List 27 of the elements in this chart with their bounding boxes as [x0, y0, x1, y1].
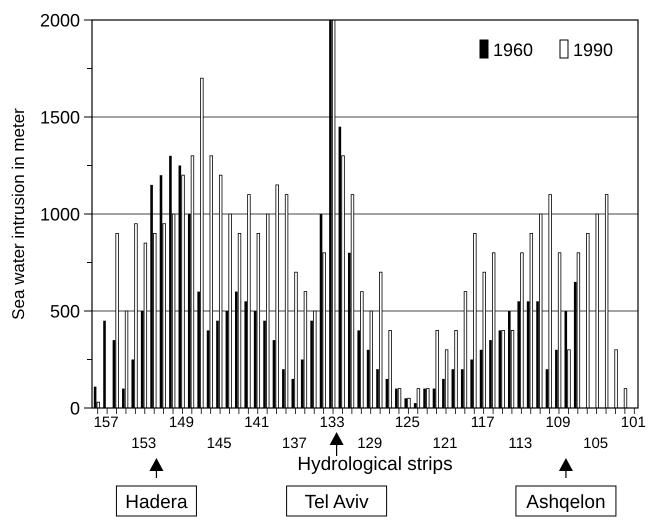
x-tick-label: 153	[131, 435, 156, 452]
x-tick-label: 149	[168, 414, 194, 431]
y-tick-label: 1500	[40, 107, 80, 128]
y-tick-label: 2000	[40, 10, 80, 30]
x-tick-label: 145	[206, 435, 232, 452]
x-tick-label: 125	[394, 414, 420, 431]
legend-label: 1960	[493, 40, 534, 60]
x-tick-label: 113	[508, 435, 532, 452]
x-tick-label: 157	[94, 414, 119, 431]
x-tick-label: 137	[282, 435, 307, 452]
y-tick-label: 0	[70, 398, 80, 418]
text: Hadera	[125, 492, 188, 513]
x-tick-label: 109	[545, 414, 570, 431]
y-tick-label: 1000	[40, 204, 80, 224]
x-tick-label: 133	[320, 414, 345, 431]
x-tick-label: 101	[620, 414, 646, 431]
y-axis-title: Sea water intrusion in meter	[9, 108, 28, 320]
y-tick-label: 500	[50, 301, 80, 322]
x-tick-label: 117	[470, 414, 495, 431]
x-tick-label: 121	[432, 435, 458, 452]
x-tick-label: 141	[244, 414, 270, 431]
x-tick-label: 105	[583, 435, 608, 452]
legend-label: 1990	[573, 40, 614, 60]
x-axis-title: Hydrological strips	[297, 454, 453, 475]
text: Tel Aviv	[304, 492, 370, 513]
text: Ashqelon	[526, 492, 606, 513]
x-tick-label: 129	[357, 435, 382, 452]
